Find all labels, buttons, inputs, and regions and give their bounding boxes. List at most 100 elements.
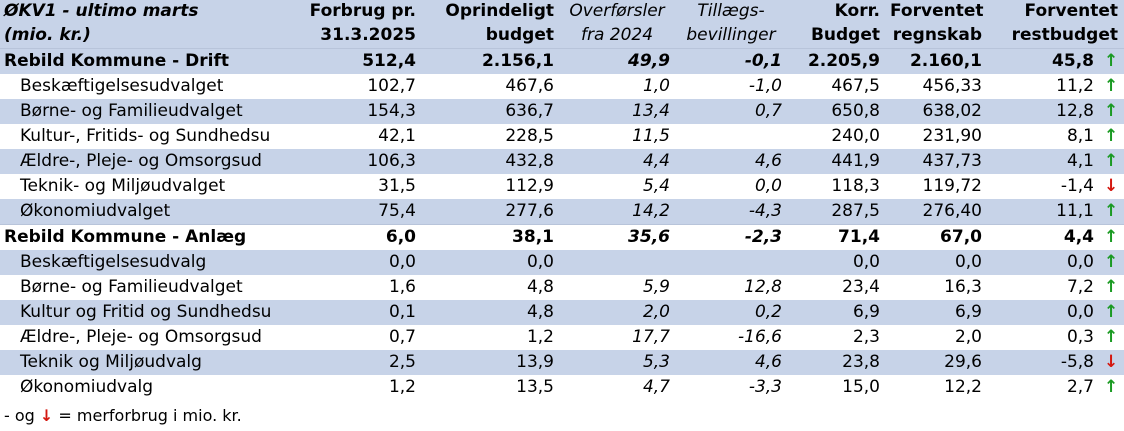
cell-overfoersler: 4,7 [642,377,670,397]
cell-rest: 0,3 ↑ [988,325,1124,350]
cell-forbrug: 31,5 [378,176,416,196]
row-name: Teknik- og Miljøudvalget [20,176,226,196]
cell-rest: -1,4 ↓ [988,174,1124,199]
cell-tillaeg: -0,1 [676,48,788,74]
cell-regnskab: 2,0 [954,327,982,347]
cell-budget: 13,9 [422,350,560,375]
cell-budget: 228,5 [505,126,554,146]
cell-korr: 23,4 [842,277,880,297]
row-name: Ældre-, Pleje- og Omsorgsud [20,327,262,347]
cell-overfoersler: 35,6 [560,224,676,250]
row-name: Ældre-, Pleje- og Omsorgsud [0,149,290,174]
row-name: Børne- og Familieudvalget [20,277,243,297]
cell-forbrug: 106,3 [290,149,422,174]
cell-korr: 240,0 [831,126,880,146]
cell-korr: 2,3 [852,327,880,347]
header-forbrug: Forbrug pr. [290,0,422,24]
cell-budget: 0,0 [422,250,560,275]
cell-forbrug: 0,1 [290,300,422,325]
cell-tillaeg [676,124,788,149]
row-name: Rebild Kommune - Drift [0,48,290,74]
arrow-up-icon: ↑ [1104,201,1119,221]
header-rest: Forventet [988,0,1124,24]
cell-overfoersler: 5,4 [642,176,670,196]
cell-korr: 15,0 [842,377,880,397]
arrow-down-icon: ↓ [1104,176,1119,196]
arrow-up-icon: ↑ [1104,51,1119,71]
header-row-2: (mio. kr.) 31.3.2025 budget fra 2024 bev… [0,24,1124,49]
arrow-up-icon: ↑ [1104,126,1119,146]
cell-rest: 8,1 ↑ [988,124,1124,149]
arrow-up-icon: ↑ [1104,252,1119,272]
row-name: Kultur og Fritid og Sundhedsu [0,300,290,325]
arrow-up-icon: ↑ [1104,327,1119,347]
arrow-up-icon: ↑ [1104,151,1119,171]
row-name: Økonomiudvalget [0,199,290,225]
header-title: ØKV1 - ultimo marts [0,0,290,24]
row-name: Teknik og Miljøudvalg [0,350,290,375]
rest-value: 12,8 [1056,101,1094,121]
cell-overfoersler: 4,4 [560,149,676,174]
cell-rest: -5,8 ↓ [988,350,1124,375]
cell-tillaeg [676,250,788,275]
table-row: Beskæftigelsesudvalget 102,7 467,6 1,0 -… [0,74,1124,99]
cell-tillaeg: -3,3 [748,377,782,397]
cell-rest: 11,2 ↑ [988,74,1124,99]
cell-overfoersler: 5,3 [560,350,676,375]
row-name: Kultur-, Fritids- og Sundhedsu [20,126,271,146]
cell-forbrug: 1,6 [388,277,416,297]
cell-forbrug: 2,5 [290,350,422,375]
cell-budget: 636,7 [422,99,560,124]
table-row: Økonomiudvalg 1,2 13,5 4,7 -3,3 15,0 12,… [0,375,1124,400]
rest-value: 0,3 [1066,327,1094,347]
row-name: Økonomiudvalg [20,377,154,397]
rest-value: -5,8 [1060,352,1094,372]
header-row-1: ØKV1 - ultimo marts Forbrug pr. Oprindel… [0,0,1124,24]
rest-value: 2,7 [1066,377,1094,397]
cell-budget: 13,5 [516,377,554,397]
arrow-up-icon: ↑ [1104,76,1119,96]
cell-forbrug: 42,1 [378,126,416,146]
header-korr: Korr. [788,0,886,24]
cell-rest: 7,2 ↑ [988,275,1124,300]
cell-regnskab: 6,9 [886,300,988,325]
cell-korr: 2.205,9 [788,48,886,74]
header-forbrug-date: 31.3.2025 [290,24,422,49]
cell-tillaeg: -16,6 [738,327,782,347]
row-name: Børne- og Familieudvalget [0,99,290,124]
cell-regnskab: 12,2 [944,377,982,397]
row-name: Beskæftigelsesudvalg [0,250,290,275]
cell-budget: 2.156,1 [422,48,560,74]
rest-value: 4,4 [1063,227,1094,247]
cell-korr: 118,3 [831,176,880,196]
arrow-down-icon: ↓ [39,406,54,425]
table-row: Teknik og Miljøudvalg 2,5 13,9 5,3 4,6 2… [0,350,1124,375]
table-row: Teknik- og Miljøudvalget 31,5 112,9 5,4 … [0,174,1124,199]
cell-forbrug: 0,0 [290,250,422,275]
arrow-down-icon: ↓ [1104,352,1119,372]
cell-budget: 467,6 [505,76,554,96]
header-overfoersler-sub: fra 2024 [560,24,676,49]
cell-korr: 23,8 [788,350,886,375]
cell-regnskab: 29,6 [886,350,988,375]
cell-budget: 4,8 [526,277,554,297]
cell-korr: 6,9 [788,300,886,325]
cell-regnskab: 638,02 [886,99,988,124]
table-row: Ældre-, Pleje- og Omsorgsud 0,7 1,2 17,7… [0,325,1124,350]
rest-value: 45,8 [1052,51,1094,71]
cell-korr: 287,5 [788,199,886,225]
cell-tillaeg: 0,2 [676,300,788,325]
cell-forbrug: 0,7 [388,327,416,347]
cell-rest: 4,4 ↑ [988,224,1124,250]
header-overfoersler: Overførsler [560,0,676,24]
header-tillaeg-sub: bevillinger [676,24,788,49]
rest-value: -1,4 [1060,176,1094,196]
cell-tillaeg: 4,6 [676,149,788,174]
arrow-up-icon: ↑ [1104,227,1119,247]
row-name: Beskæftigelsesudvalget [20,76,224,96]
cell-tillaeg: -2,3 [676,224,788,250]
table-row: Rebild Kommune - Anlæg 6,0 38,1 35,6 -2,… [0,224,1124,250]
arrow-up-icon: ↑ [1104,277,1119,297]
cell-budget: 38,1 [422,224,560,250]
cell-regnskab: 16,3 [944,277,982,297]
